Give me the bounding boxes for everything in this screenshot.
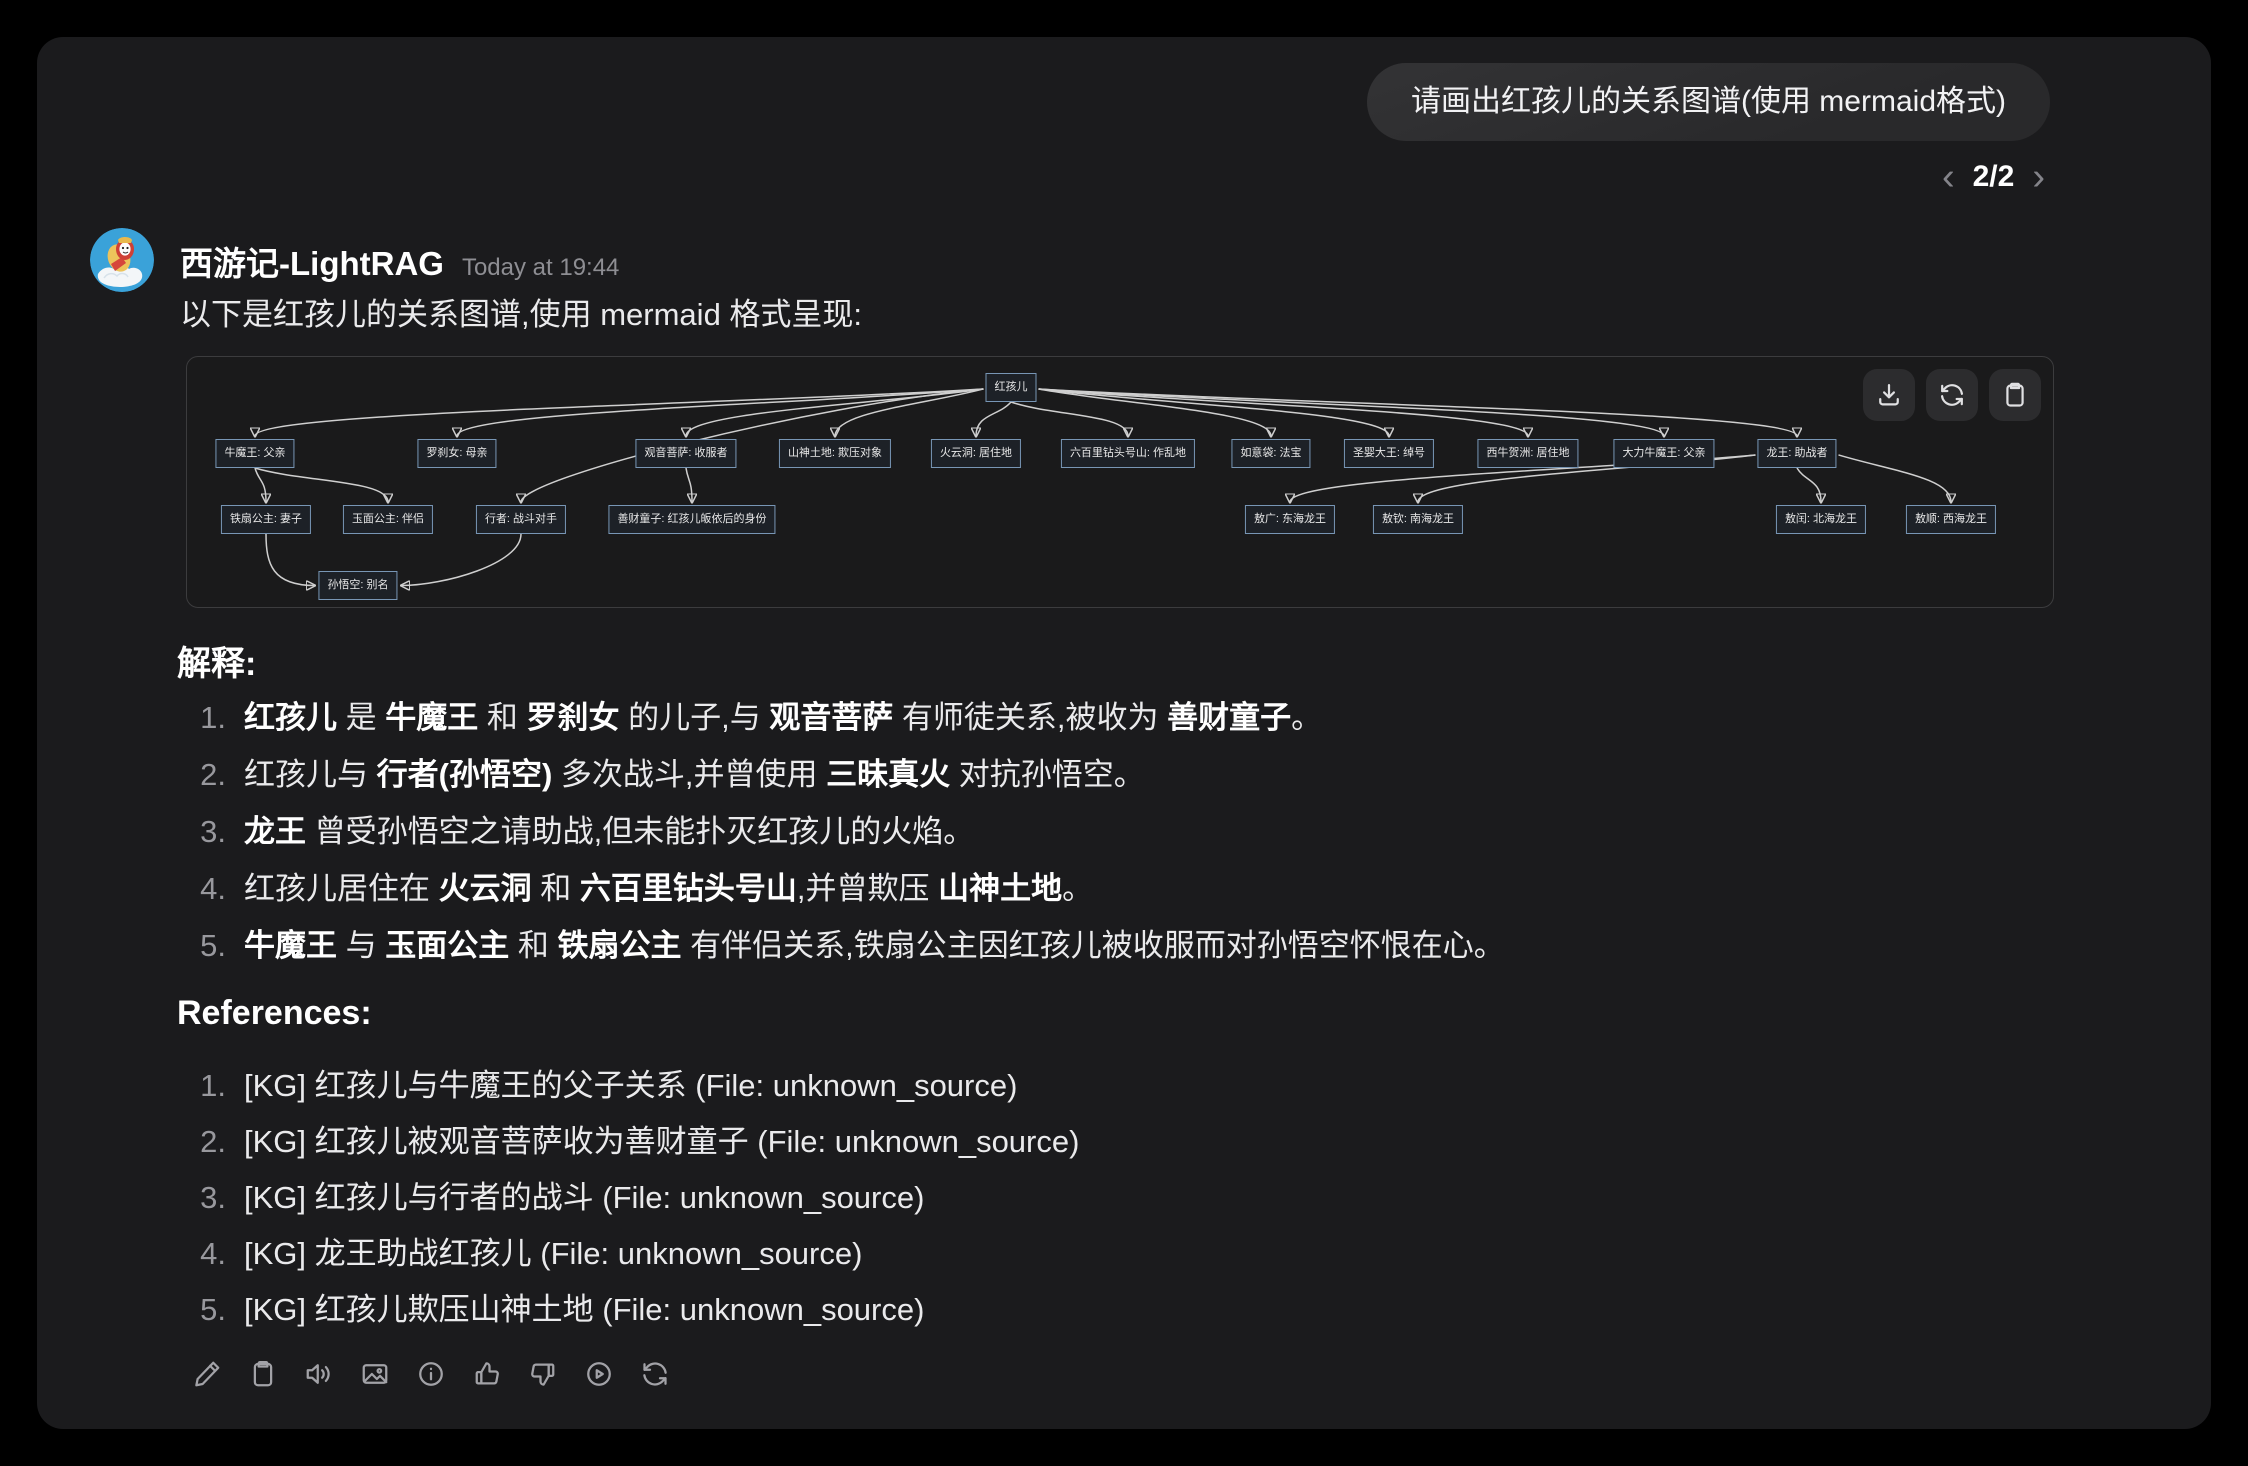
explanation-item: 龙王 曾受孙悟空之请助战,但未能扑灭红孩儿的火焰。 — [180, 814, 975, 850]
references-list: [KG] 红孩儿与牛魔王的父子关系 (File: unknown_source)… — [180, 1069, 1079, 1349]
user-message-bubble: 请画出红孩儿的关系图谱(使用 mermaid格式) — [1366, 63, 2050, 141]
graph-node: 六百里钻头号山: 作乱地 — [1060, 439, 1196, 468]
graph-node: 红孩儿 — [985, 373, 1037, 402]
graph-edges — [187, 388, 2053, 607]
assistant-message-header: 西游记-LightRAG Today at 19:44 — [180, 237, 619, 285]
edit-message-button[interactable] — [192, 1359, 222, 1389]
graph-node: 圣婴大王: 绰号 — [1343, 439, 1435, 468]
diagram-toolbar — [1863, 369, 2041, 421]
explanation-item: 红孩儿与 行者(孙悟空) 多次战斗,并曾使用 三昧真火 对抗孙悟空。 — [180, 757, 1145, 793]
reference-item: [KG] 红孩儿与行者的战斗 (File: unknown_source) — [180, 1180, 925, 1216]
message-timestamp: Today at 19:44 — [461, 254, 620, 281]
graph-node: 观音菩萨: 收服者 — [635, 439, 737, 468]
message-action-bar — [192, 1359, 670, 1389]
graph-node: 敖钦: 南海龙王 — [1372, 505, 1464, 534]
chat-window: 请画出红孩儿的关系图谱(使用 mermaid格式) ‹ 2/2 › 西游记-Li… — [37, 37, 2211, 1429]
reference-item: [KG] 红孩儿欺压山神土地 (File: unknown_source) — [180, 1292, 925, 1328]
graph-node: 孙悟空: 别名 — [318, 571, 398, 600]
message-pagination: ‹ 2/2 › — [1942, 155, 2045, 199]
graph-node: 罗刹女: 母亲 — [417, 439, 497, 468]
graph-node: 敖闰: 北海龙王 — [1775, 505, 1867, 534]
play-message-button[interactable] — [584, 1359, 614, 1389]
export-image-button[interactable] — [360, 1359, 390, 1389]
explanation-list: 红孩儿 是 牛魔王 和 罗刹女 的儿子,与 观音菩萨 有师徒关系,被收为 善财童… — [180, 701, 1505, 986]
regenerate-button[interactable] — [640, 1359, 670, 1389]
reference-item: [KG] 红孩儿被观音菩萨收为善财童子 (File: unknown_sourc… — [180, 1124, 1080, 1160]
explanation-heading: 解释: — [177, 645, 257, 683]
mermaid-diagram: 红孩儿牛魔王: 父亲 罗刹女: 母亲 观音菩萨: 收服者 山神土地: 欺压对象 火云洞:… — [186, 356, 2054, 608]
explanation-item: 红孩儿居住在 火云洞 和 六百里钻头号山,并曾欺压 山神土地。 — [180, 871, 1094, 907]
graph-node: 大力牛魔王: 父亲 — [1613, 439, 1715, 468]
reference-item: [KG] 红孩儿与牛魔王的父子关系 (File: unknown_source) — [180, 1068, 1018, 1104]
message-info-button[interactable] — [416, 1359, 446, 1389]
copy-diagram-button[interactable] — [1989, 369, 2041, 421]
read-aloud-button[interactable] — [304, 1359, 334, 1389]
monkey-king-avatar-icon — [90, 228, 154, 292]
next-page-button[interactable]: › — [2032, 156, 2045, 198]
graph-nodes: 红孩儿牛魔王: 父亲 罗刹女: 母亲 观音菩萨: 收服者 山神土地: 欺压对象 火云洞:… — [187, 357, 2053, 607]
graph-node: 玉面公主: 伴侣 — [342, 505, 434, 534]
download-diagram-button[interactable] — [1863, 369, 1915, 421]
reference-item: [KG] 龙王助战红孩儿 (File: unknown_source) — [180, 1236, 863, 1272]
graph-node: 火云洞: 居住地 — [930, 439, 1022, 468]
graph-node: 牛魔王: 父亲 — [215, 439, 295, 468]
graph-node: 如意袋: 法宝 — [1231, 439, 1311, 468]
graph-node: 西牛贺洲: 居住地 — [1477, 439, 1579, 468]
copy-message-button[interactable] — [248, 1359, 278, 1389]
graph-node: 行者: 战斗对手 — [475, 505, 567, 534]
graph-node: 山神土地: 欺压对象 — [778, 439, 892, 468]
prev-page-button[interactable]: ‹ — [1941, 156, 1955, 198]
thumbs-down-button[interactable] — [528, 1359, 558, 1389]
graph-node: 敖顺: 西海龙王 — [1905, 505, 1997, 534]
thumbs-up-button[interactable] — [472, 1359, 502, 1389]
explanation-item: 牛魔王 与 玉面公主 和 铁扇公主 有伴侣关系,铁扇公主因红孩儿被收服而对孙悟空… — [180, 928, 1505, 964]
explanation-item: 红孩儿 是 牛魔王 和 罗刹女 的儿子,与 观音菩萨 有师徒关系,被收为 善财童… — [180, 700, 1323, 736]
graph-node: 善财童子: 红孩儿皈依后的身份 — [608, 505, 776, 534]
graph-node: 敖广: 东海龙王 — [1244, 505, 1336, 534]
assistant-avatar[interactable] — [90, 228, 154, 292]
assistant-intro-text: 以下是红孩儿的关系图谱,使用 mermaid 格式呈现: — [180, 297, 863, 332]
page-indicator: 2/2 — [1972, 160, 2015, 193]
assistant-name: 西游记-LightRAG — [180, 245, 444, 282]
graph-node: 铁扇公主: 妻子 — [220, 505, 312, 534]
references-heading: References: — [177, 994, 372, 1032]
rerender-diagram-button[interactable] — [1926, 369, 1978, 421]
graph-node: 龙王: 助战者 — [1757, 439, 1837, 468]
